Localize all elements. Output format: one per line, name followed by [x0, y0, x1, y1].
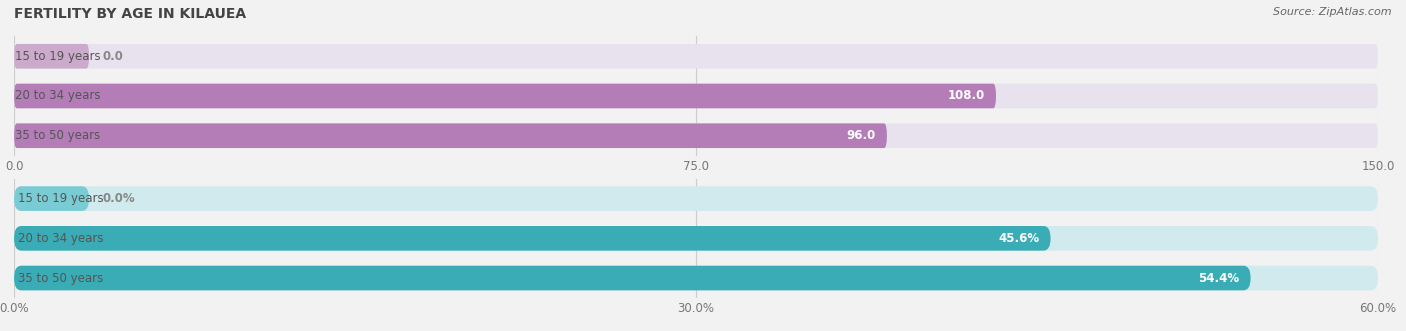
Text: FERTILITY BY AGE IN KILAUEA: FERTILITY BY AGE IN KILAUEA: [14, 7, 246, 21]
Text: 0.0: 0.0: [103, 50, 124, 63]
FancyBboxPatch shape: [14, 123, 1378, 148]
FancyBboxPatch shape: [14, 226, 1050, 251]
Text: 108.0: 108.0: [948, 89, 986, 103]
Text: 35 to 50 years: 35 to 50 years: [15, 129, 101, 142]
Text: 45.6%: 45.6%: [998, 232, 1039, 245]
FancyBboxPatch shape: [14, 266, 1378, 290]
Text: 15 to 19 years: 15 to 19 years: [18, 192, 103, 205]
Text: 35 to 50 years: 35 to 50 years: [18, 271, 103, 285]
FancyBboxPatch shape: [14, 44, 1378, 69]
Text: 54.4%: 54.4%: [1198, 271, 1240, 285]
Text: 0.0%: 0.0%: [103, 192, 135, 205]
Text: 15 to 19 years: 15 to 19 years: [15, 50, 101, 63]
Text: 20 to 34 years: 20 to 34 years: [15, 89, 101, 103]
Text: 96.0: 96.0: [846, 129, 876, 142]
FancyBboxPatch shape: [14, 84, 995, 108]
FancyBboxPatch shape: [14, 123, 887, 148]
FancyBboxPatch shape: [14, 266, 1250, 290]
Text: Source: ZipAtlas.com: Source: ZipAtlas.com: [1274, 7, 1392, 17]
FancyBboxPatch shape: [14, 84, 1378, 108]
FancyBboxPatch shape: [14, 186, 89, 211]
Text: 20 to 34 years: 20 to 34 years: [18, 232, 103, 245]
FancyBboxPatch shape: [14, 44, 89, 69]
FancyBboxPatch shape: [14, 186, 1378, 211]
FancyBboxPatch shape: [14, 226, 1378, 251]
